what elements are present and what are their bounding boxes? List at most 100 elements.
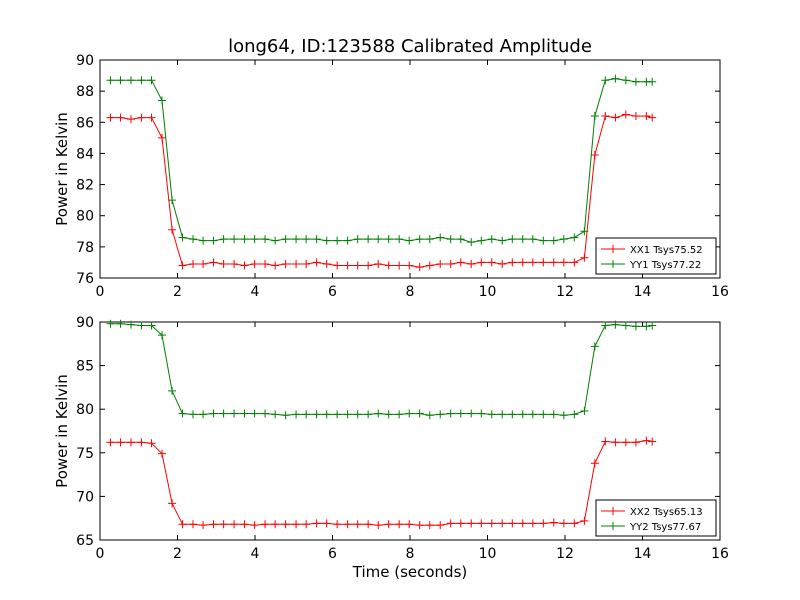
data-point-marker [271,261,280,270]
y-tick-label: 86 [76,115,94,131]
data-point-marker [477,236,486,245]
data-point-marker [271,520,280,529]
data-point-marker [374,409,383,418]
data-point-marker [539,519,548,528]
x-tick-label: 6 [328,284,337,300]
data-point-marker [395,520,404,529]
data-point-marker [189,235,197,244]
y-tick-label: 84 [76,146,94,162]
legend-entry-label: YY2 Tsys77.67 [629,522,701,533]
data-point-marker [601,76,610,85]
data-point-marker [302,520,311,529]
data-point-marker [374,235,383,244]
data-point-marker [116,113,125,122]
data-point-marker [580,406,589,415]
data-point-marker [570,233,579,242]
data-point-marker [508,235,517,244]
data-point-marker [539,410,548,419]
data-point-marker [199,259,208,268]
data-point-marker [631,112,640,121]
data-point-marker [240,520,249,529]
data-point-marker [292,259,301,268]
data-point-marker [137,76,146,85]
data-point-marker [384,410,393,419]
data-point-marker [436,259,445,268]
data-point-marker [487,519,496,528]
x-tick-label: 0 [96,284,105,300]
data-point-marker [209,258,218,267]
data-point-marker [415,263,424,272]
data-point-marker [281,259,290,268]
legend-marker [609,260,617,268]
legend-entry-label: XX2 Tsys65.13 [630,507,703,518]
data-point-marker [219,259,228,268]
x-tick-label: 0 [96,546,105,562]
data-point-marker [322,410,331,419]
data-point-marker [415,235,424,244]
data-point-marker [456,409,465,418]
data-point-marker [292,520,301,529]
data-point-marker [312,519,321,528]
data-point-marker [467,519,476,528]
data-point-marker [250,521,259,530]
x-tick-label: 14 [634,546,652,562]
data-point-marker [559,235,568,244]
data-point-marker [508,258,517,267]
x-tick-label: 6 [328,546,337,562]
data-point-marker [487,410,496,419]
data-point-marker [456,235,465,244]
data-point-marker [425,411,434,420]
data-point-marker [436,410,445,419]
data-point-marker [467,238,476,247]
data-point-marker [580,227,589,236]
data-point-marker [343,410,352,419]
data-point-marker [230,520,239,529]
x-tick-label: 2 [173,546,182,562]
data-point-marker [271,410,280,419]
data-point-marker [261,259,270,268]
data-point-marker [230,409,239,418]
data-point-marker [364,520,373,529]
data-point-marker [127,115,135,124]
data-point-marker [425,521,434,530]
data-point-marker [271,236,280,245]
data-point-marker [343,236,352,245]
data-point-marker [364,410,373,419]
data-point-marker [178,520,187,529]
data-point-marker [395,261,404,270]
y-tick-label: 76 [76,271,94,287]
data-point-marker [168,225,177,234]
data-point-marker [199,521,208,530]
data-point-marker [446,235,455,244]
data-point-marker [240,409,249,418]
x-tick-label: 16 [711,546,729,562]
data-point-marker [261,235,270,244]
data-point-marker [292,235,301,244]
data-point-marker [539,258,548,267]
legend: XX2 Tsys65.13 YY2 Tsys77.67 [595,499,717,537]
data-point-marker [590,112,599,121]
data-point-marker [425,261,434,270]
data-point-marker [601,437,610,446]
data-point-marker [580,516,589,525]
data-point-marker [281,520,290,529]
data-point-marker [158,133,166,142]
x-tick-label: 14 [634,284,652,300]
data-point-marker [353,410,362,419]
data-point-marker [168,386,177,395]
data-point-marker [250,259,259,268]
data-point-marker [631,322,640,331]
data-point-marker [292,410,301,419]
data-point-marker [559,519,568,528]
data-point-marker [353,235,362,244]
data-point-marker [648,321,657,330]
data-point-marker [106,113,115,122]
bottom-plot-panel: 0 2 4 6 8 10 12 14 16 65 70 75 80 85 90 Power in Kelvin… [53,315,729,581]
data-point-marker [621,321,630,330]
data-point-marker [250,235,259,244]
data-point-marker [106,319,115,328]
data-point-marker [302,410,311,419]
data-point-marker [230,259,239,268]
legend-marker [609,522,617,530]
